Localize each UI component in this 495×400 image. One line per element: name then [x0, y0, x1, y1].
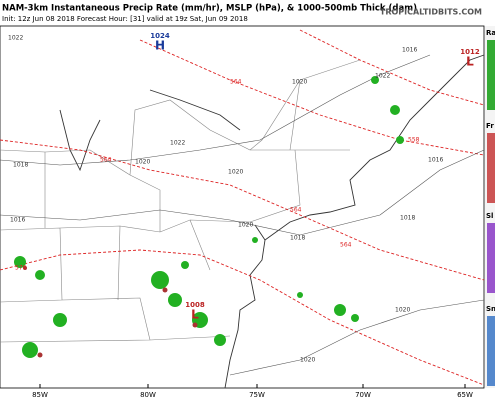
isobar-label: 1016 [402, 47, 417, 54]
pressure-value: 1008 [185, 301, 205, 309]
thickness-contours [0, 29, 485, 386]
thickness-label: 564 [100, 157, 112, 164]
isobar-label: 1020 [238, 222, 253, 229]
map-area [0, 25, 485, 389]
isobar-label: 1020 [228, 169, 243, 176]
thickness-label: 564 [290, 207, 302, 214]
heavy-precip [23, 266, 198, 358]
isobar-label: 1020 [395, 307, 410, 314]
thickness-label: 564 [230, 79, 242, 86]
lon-label: 80W [140, 391, 156, 399]
isobar-label: 1018 [13, 162, 28, 169]
lon-label: 75W [249, 391, 265, 399]
thickness-label: 570 [15, 265, 27, 272]
precip-areas [14, 76, 404, 358]
isobar-label: 1018 [290, 235, 305, 242]
pressure-value: 1012 [460, 48, 480, 56]
isobar-label: 1016 [10, 217, 25, 224]
coastline [59, 54, 485, 389]
legend-label: Sn [486, 305, 495, 313]
legend-strip [485, 26, 495, 388]
isobar-label: 1020 [292, 79, 307, 86]
isobar-label: 1020 [300, 357, 315, 364]
pressure-symbol: H [155, 39, 165, 53]
legend-snow [487, 316, 495, 386]
state-borders [0, 59, 361, 343]
legend-background [485, 26, 495, 388]
legend-freezing [487, 133, 495, 203]
legend-label: Sl [486, 212, 493, 220]
isobar-label: 1018 [400, 215, 415, 222]
legend-rain [487, 40, 495, 110]
thickness-label: 564 [340, 242, 352, 249]
site-logo: TROPICALTIDBITS.COM [380, 8, 482, 17]
isobar-label: 1020 [135, 159, 150, 166]
lon-label: 85W [32, 391, 48, 399]
isobar-label: 1022 [8, 35, 23, 42]
isobar-label: 1022 [170, 140, 185, 147]
legend-label: Ra [486, 29, 495, 37]
legend-label: Fr [486, 122, 494, 130]
lon-label: 70W [355, 391, 371, 399]
map-frame [0, 25, 485, 389]
title: NAM-3km Instantaneous Precip Rate (mm/hr… [2, 4, 417, 14]
pressure-value: 1024 [150, 32, 170, 40]
thickness-label: 558 [408, 137, 420, 144]
pressure-symbol: L [191, 308, 199, 322]
isobar-label: 1016 [428, 157, 443, 164]
subtitle: Init: 12z Jun 08 2018 Forecast Hour: [31… [2, 15, 248, 23]
isobar-label: 1022 [375, 73, 390, 80]
legend-sleet [487, 223, 495, 293]
pressure-symbol: L [466, 55, 474, 69]
lon-label: 65W [457, 391, 473, 399]
